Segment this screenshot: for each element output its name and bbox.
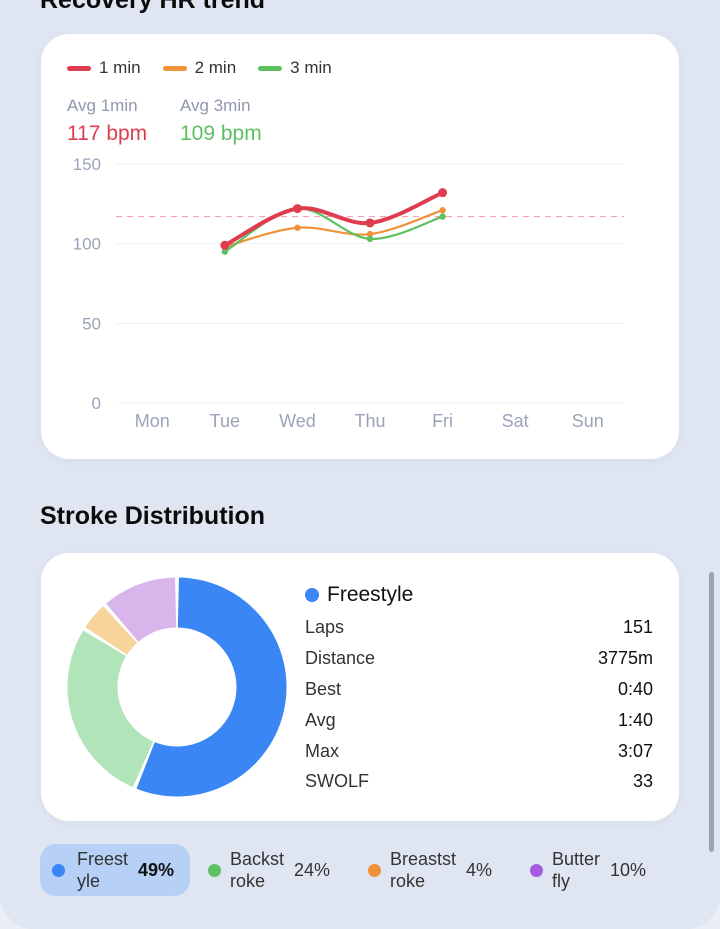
stat-value: 0:40 bbox=[617, 679, 653, 699]
freestyle-dot-icon bbox=[52, 863, 65, 877]
stroke-legend-breaststroke[interactable]: Breastst roke 4% bbox=[356, 844, 516, 896]
legend-percent: 24% bbox=[294, 859, 331, 880]
donut-slice-breaststroke[interactable] bbox=[85, 606, 137, 655]
stat-value: 3:07 bbox=[617, 741, 653, 761]
x-tick-label: Wed bbox=[279, 411, 316, 431]
avg-1min-label: Avg 1min bbox=[67, 96, 138, 115]
stat-value: 151 bbox=[622, 617, 653, 637]
stat-label: Distance bbox=[305, 648, 376, 668]
donut-slice-butterfly[interactable] bbox=[106, 577, 177, 642]
legend-item-3min[interactable]: 3 min bbox=[258, 58, 332, 78]
legend-name: Breastst roke bbox=[390, 849, 457, 891]
x-tick-label: Thu bbox=[354, 411, 385, 431]
stat-row-max: Max 3:07 bbox=[305, 741, 653, 762]
butterfly-dot-icon bbox=[530, 863, 543, 877]
legend-percent: 10% bbox=[610, 859, 647, 880]
series-line-2-min bbox=[223, 209, 444, 248]
x-tick-label: Sat bbox=[502, 411, 529, 431]
y-tick-label: 50 bbox=[82, 314, 101, 333]
legend-item-2min[interactable]: 2 min bbox=[162, 58, 237, 78]
stat-value: 3775m bbox=[597, 648, 653, 668]
legend-label-3min: 3 min bbox=[290, 58, 332, 77]
donut-slice-backstroke[interactable] bbox=[67, 630, 154, 788]
selected-stroke-name: Freestyle bbox=[327, 583, 414, 606]
legend-swatch-2min bbox=[162, 65, 187, 71]
legend-item-1min[interactable]: 1 min bbox=[67, 58, 141, 78]
stat-label: SWOLF bbox=[305, 771, 370, 791]
x-tick-label: Mon bbox=[135, 411, 170, 431]
legend-name: Freest yle bbox=[77, 849, 129, 891]
legend-percent: 4% bbox=[466, 859, 493, 880]
data-point bbox=[366, 235, 374, 243]
breaststroke-dot-icon bbox=[368, 863, 381, 877]
legend-label-1min: 1 min bbox=[99, 58, 141, 77]
avg-1min: Avg 1min 117 bpm bbox=[67, 96, 147, 146]
stroke-card: Freestyle Laps 151 Distance 3775m Best 0… bbox=[41, 553, 679, 821]
selected-stroke-dot bbox=[305, 588, 319, 602]
stat-label: Max bbox=[305, 741, 340, 761]
legend-name: Butter fly bbox=[552, 849, 601, 891]
data-point bbox=[439, 207, 446, 214]
stat-row-avg: Avg 1:40 bbox=[305, 710, 653, 731]
series-line-1-min bbox=[222, 190, 445, 248]
data-point bbox=[439, 213, 446, 220]
series-line-3-min bbox=[223, 207, 444, 253]
y-tick-label: 0 bbox=[92, 394, 101, 413]
avg-3min: Avg 3min 109 bpm bbox=[180, 96, 262, 146]
data-point bbox=[220, 240, 230, 250]
stat-value: 33 bbox=[632, 771, 653, 791]
avg-3min-value: 109 bpm bbox=[180, 122, 262, 145]
stroke-legend-butterfly[interactable]: Butter fly 10% bbox=[518, 844, 668, 896]
recovery-title: Recovery HR trend bbox=[40, 0, 266, 14]
legend-name: Backst roke bbox=[230, 849, 285, 891]
stat-label: Laps bbox=[305, 617, 345, 637]
avg-3min-label: Avg 3min bbox=[180, 96, 251, 115]
stat-row-swolf: SWOLF 33 bbox=[305, 771, 653, 792]
recovery-hr-chart: 0 50 100 150 Mon Tue Wed Thu Fri Sat Sun bbox=[73, 155, 624, 431]
stroke-legend-freestyle[interactable]: Freest yle 49% bbox=[40, 844, 190, 896]
backstroke-dot-icon bbox=[208, 863, 221, 877]
legend-swatch-1min bbox=[67, 65, 91, 71]
data-point bbox=[292, 204, 302, 214]
x-tick-label: Sun bbox=[572, 411, 604, 431]
avg-1min-value: 117 bpm bbox=[67, 122, 148, 145]
data-point bbox=[221, 248, 229, 255]
data-point bbox=[294, 224, 301, 231]
x-tick-label: Tue bbox=[210, 411, 240, 431]
stat-label: Best bbox=[305, 679, 342, 699]
stat-row-distance: Distance 3775m bbox=[305, 648, 653, 669]
stat-value: 1:40 bbox=[617, 710, 653, 730]
y-tick-label: 150 bbox=[73, 155, 101, 174]
stat-row-laps: Laps 151 bbox=[305, 617, 653, 638]
x-tick-label: Fri bbox=[432, 411, 453, 431]
data-point bbox=[366, 230, 374, 238]
scrollbar[interactable] bbox=[709, 572, 714, 852]
stat-row-best: Best 0:40 bbox=[305, 679, 653, 700]
legend-label-2min: 2 min bbox=[194, 58, 237, 77]
chart-legend: 1 min 2 min 3 min bbox=[67, 58, 332, 78]
stroke-title: Stroke Distribution bbox=[40, 502, 266, 530]
data-point bbox=[438, 188, 448, 198]
data-point bbox=[365, 218, 375, 228]
stroke-legend-backstroke[interactable]: Backst roke 24% bbox=[196, 844, 346, 896]
recovery-card: 1 min 2 min 3 min Avg 1min 117 bpm Avg 3… bbox=[41, 34, 679, 459]
stroke-donut-chart[interactable] bbox=[57, 567, 297, 807]
legend-swatch-3min bbox=[258, 65, 283, 71]
donut-slice-freestyle[interactable] bbox=[136, 577, 287, 797]
legend-percent: 49% bbox=[138, 859, 175, 880]
y-tick-label: 100 bbox=[73, 235, 101, 254]
stat-label: Avg bbox=[305, 710, 336, 730]
selected-stroke-header: Freestyle bbox=[305, 583, 413, 607]
